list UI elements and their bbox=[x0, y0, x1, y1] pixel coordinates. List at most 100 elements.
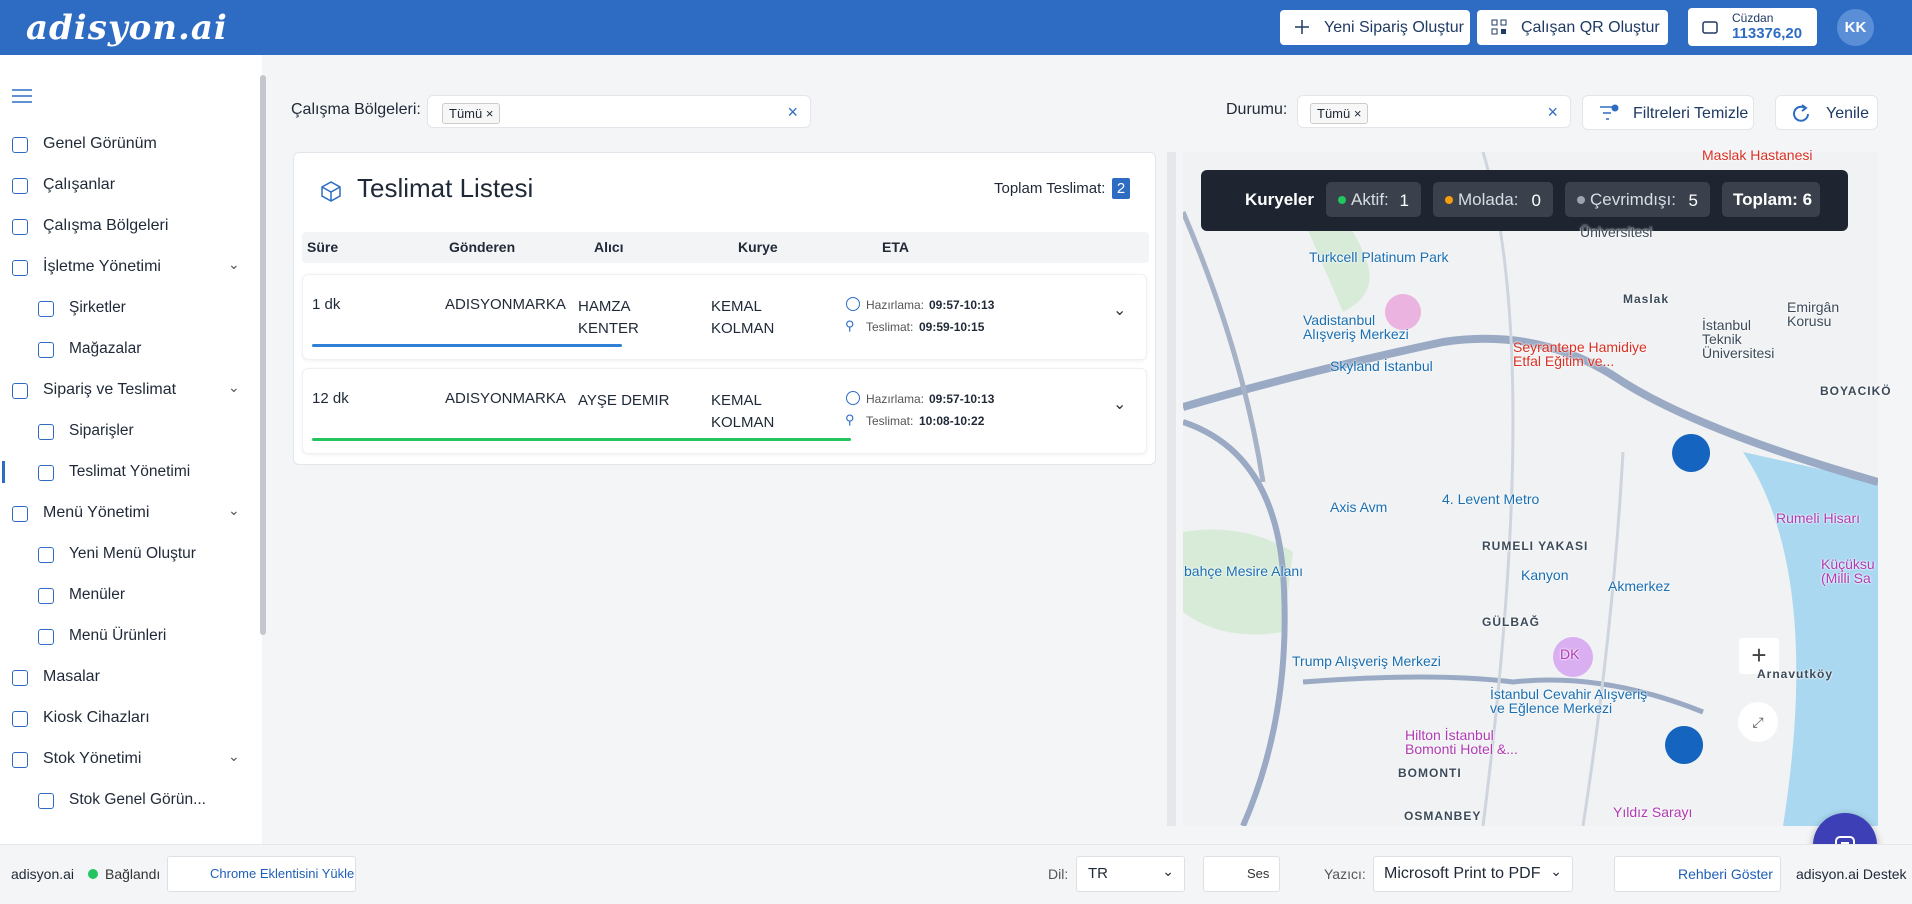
list-title: Teslimat Listesi bbox=[357, 173, 533, 204]
nav-icon bbox=[12, 178, 28, 194]
map[interactable]: ⤢ + bbox=[1183, 152, 1878, 826]
chevron: ⌄ bbox=[1550, 863, 1562, 880]
wallet-label: Cüzdan bbox=[1732, 11, 1817, 25]
nav-item[interactable]: Çalışanlar bbox=[43, 176, 115, 194]
wallet[interactable]: Cüzdan113376,20 bbox=[1688, 8, 1817, 46]
menu-toggle[interactable] bbox=[12, 88, 32, 104]
prep-label: Hazırlama: bbox=[866, 392, 924, 406]
prep-time: 09:57-10:13 bbox=[929, 392, 994, 406]
nav-item[interactable]: Masalar bbox=[43, 668, 100, 686]
splitter[interactable] bbox=[1167, 152, 1176, 826]
map-label: Kanyon bbox=[1521, 568, 1568, 582]
column-header: ETA bbox=[882, 239, 909, 255]
region-select[interactable]: Tümü × × bbox=[427, 95, 811, 128]
language-select[interactable]: TR⌄ bbox=[1076, 856, 1185, 892]
map-label: Rumeli Hisarı bbox=[1776, 511, 1860, 525]
clear-filters-button[interactable]: Filtreleri Temizle bbox=[1582, 95, 1754, 130]
nav-subitem[interactable]: Menüler bbox=[69, 586, 125, 604]
nav-item[interactable]: Stok Yönetimi bbox=[43, 750, 141, 768]
brand: adisyon.ai bbox=[11, 866, 74, 882]
total-label: Toplam Teslimat: bbox=[994, 180, 1105, 197]
map-label: Maslak Hastanesi bbox=[1702, 148, 1813, 162]
svg-text:+: + bbox=[1751, 640, 1766, 670]
column-header: Kurye bbox=[738, 239, 778, 255]
nav-icon bbox=[12, 711, 28, 727]
clear-icon[interactable]: × bbox=[787, 102, 798, 123]
table-header bbox=[302, 232, 1149, 263]
bike-icon: ⚲ bbox=[845, 412, 855, 428]
extension-button[interactable]: Chrome Eklentisini Yükle bbox=[167, 856, 356, 892]
sound-label: Ses bbox=[1247, 866, 1269, 881]
logo[interactable]: adisyon.ai bbox=[26, 8, 228, 48]
legend-label: Molada: bbox=[1458, 190, 1518, 210]
nav-item[interactable]: Genel Görünüm bbox=[43, 135, 157, 153]
legend-title: Kuryeler bbox=[1245, 190, 1314, 210]
expand-chevron[interactable]: ⌄ bbox=[1113, 394, 1126, 414]
chevron[interactable]: ⌄ bbox=[228, 379, 240, 396]
new-order-button[interactable]: Yeni Sipariş Oluştur bbox=[1280, 10, 1470, 45]
guide-button[interactable]: Rehberi Göster bbox=[1614, 856, 1781, 892]
map-label: RUMELI YAKASI bbox=[1482, 539, 1588, 553]
sender: ADISYONMARKA bbox=[445, 390, 566, 407]
label: Yeni Sipariş Oluştur bbox=[1324, 19, 1464, 37]
map-label: Akmerkez bbox=[1608, 579, 1670, 593]
map-label: Maslak bbox=[1623, 292, 1669, 306]
chevron[interactable]: ⌄ bbox=[228, 748, 240, 765]
nav-icon bbox=[12, 670, 28, 686]
chevron[interactable]: ⌄ bbox=[228, 502, 240, 519]
nav-subitem[interactable]: Şirketler bbox=[69, 299, 126, 317]
legend-chip: Çevrimdışı:5 bbox=[1565, 182, 1710, 217]
nav-item[interactable]: Çalışma Bölgeleri bbox=[43, 217, 168, 235]
nav-subitem[interactable]: Menü Ürünleri bbox=[69, 627, 166, 645]
map-label: Küçüksu (Milli Sa bbox=[1821, 557, 1875, 585]
legend-count: 5 bbox=[1689, 191, 1698, 211]
support-link[interactable]: adisyon.ai Destek bbox=[1796, 866, 1907, 882]
map-label: Üniversitesi bbox=[1580, 225, 1652, 239]
column-header: Süre bbox=[307, 239, 338, 255]
nav-icon bbox=[12, 137, 28, 153]
nav-subitem[interactable]: Siparişler bbox=[69, 422, 134, 440]
expand-chevron[interactable]: ⌄ bbox=[1113, 300, 1126, 320]
map-label: Trump Alışveriş Merkezi bbox=[1292, 654, 1441, 668]
map-roads: ⤢ + bbox=[1183, 152, 1878, 826]
map-label: İstanbul Cevahir Alışveriş ve Eğlence Me… bbox=[1490, 687, 1647, 715]
map-label: BOYACIKÖ bbox=[1820, 384, 1892, 398]
map-label: Yıldız Sarayı bbox=[1613, 805, 1692, 819]
refresh-button[interactable]: Yenile bbox=[1775, 95, 1878, 130]
region-label: Çalışma Bölgeleri: bbox=[291, 101, 421, 119]
guide-label: Rehberi Göster bbox=[1678, 866, 1773, 882]
nav-item[interactable]: İşletme Yönetimi bbox=[43, 258, 161, 276]
nav-subitem[interactable]: Teslimat Yönetimi bbox=[69, 463, 190, 481]
legend-label: Aktif: bbox=[1351, 190, 1389, 210]
bike-icon: ⚲ bbox=[845, 318, 855, 334]
courier: KEMAL KOLMAN bbox=[711, 296, 801, 340]
scrollbar[interactable] bbox=[260, 75, 266, 635]
status-select[interactable]: Tümü × × bbox=[1297, 95, 1571, 128]
nav-subitem[interactable]: Mağazalar bbox=[69, 340, 141, 358]
nav-item[interactable]: Sipariş ve Teslimat bbox=[43, 381, 176, 399]
map-label: İstanbul Teknik Üniversitesi bbox=[1702, 318, 1774, 360]
chevron[interactable]: ⌄ bbox=[228, 256, 240, 273]
nav-subitem[interactable]: Stok Genel Görün... bbox=[69, 791, 206, 809]
legend-chip: Molada:0 bbox=[1433, 182, 1553, 217]
map-label: Hilton İstanbul Bomonti Hotel &... bbox=[1405, 728, 1518, 756]
sound-button[interactable]: Ses bbox=[1203, 856, 1280, 892]
column-header: Alıcı bbox=[594, 239, 624, 255]
label: Yenile bbox=[1826, 105, 1869, 122]
nav-item[interactable]: Kiosk Cihazları bbox=[43, 709, 150, 727]
status-label: Durumu: bbox=[1226, 101, 1287, 119]
wallet-amount: 113376,20 bbox=[1732, 25, 1817, 42]
clear-icon[interactable]: × bbox=[1547, 102, 1558, 123]
sidebar: Genel Görünüm Çalışanlar Çalışma Bölgeleri… bbox=[0, 55, 262, 844]
avatar[interactable]: KK bbox=[1837, 9, 1874, 46]
status-dot bbox=[1338, 196, 1346, 204]
nav-item[interactable]: Menü Yönetimi bbox=[43, 504, 149, 522]
qr-button[interactable]: Çalışan QR Oluştur bbox=[1477, 10, 1668, 45]
nav-subitem[interactable]: Yeni Menü Oluştur bbox=[69, 545, 196, 563]
printer-select[interactable]: Microsoft Print to PDF⌄ bbox=[1373, 856, 1573, 892]
clock-icon bbox=[846, 391, 860, 405]
printer-label: Yazıcı: bbox=[1324, 866, 1366, 882]
map-label: Seyrantepe Hamidiye Etfal Eğitim ve... bbox=[1513, 340, 1647, 368]
nav-icon bbox=[12, 752, 28, 768]
